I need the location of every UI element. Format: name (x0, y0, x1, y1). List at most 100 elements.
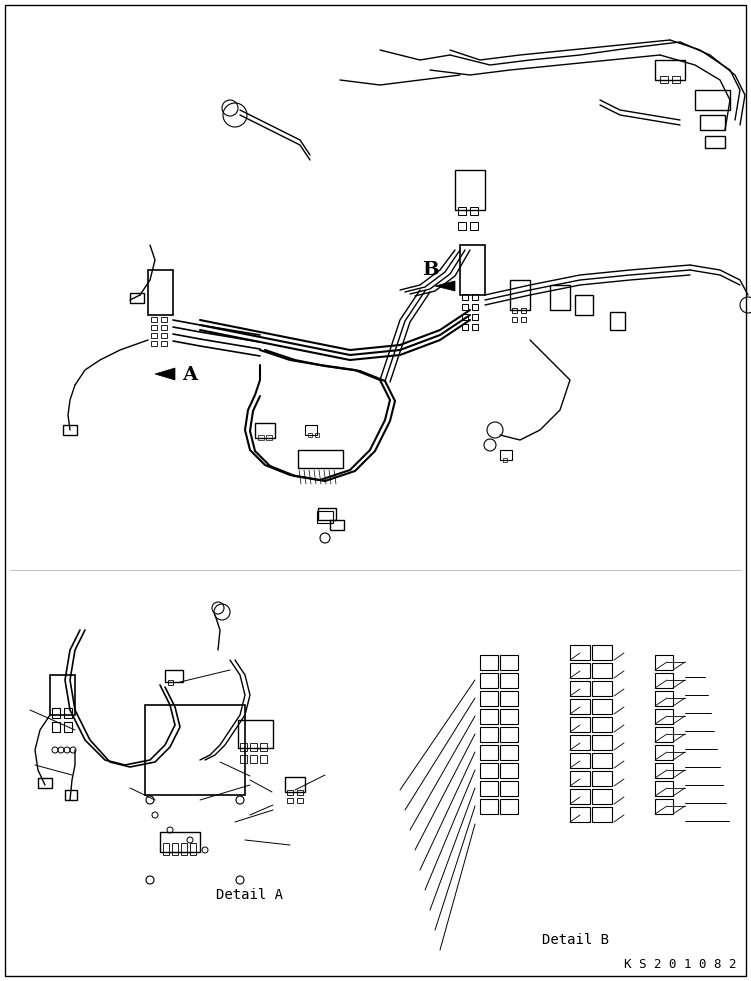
Bar (151, 317, 157, 322)
Bar (550, 285, 570, 310)
Bar (330, 520, 344, 530)
Bar (472, 304, 478, 310)
Bar (655, 727, 673, 742)
Bar (655, 781, 673, 796)
Bar (500, 781, 518, 796)
Bar (455, 170, 485, 210)
Bar (480, 727, 498, 742)
Bar (575, 295, 593, 315)
Bar (161, 333, 167, 338)
Bar (472, 294, 478, 300)
Bar (570, 717, 590, 732)
Bar (570, 789, 590, 804)
Bar (160, 832, 200, 852)
Bar (570, 663, 590, 678)
Bar (190, 843, 196, 855)
Bar (500, 655, 518, 670)
Bar (705, 136, 725, 148)
Bar (500, 450, 512, 460)
Bar (700, 115, 725, 130)
Bar (161, 325, 167, 330)
Bar (592, 771, 612, 786)
Bar (592, 789, 612, 804)
Bar (470, 222, 478, 230)
Bar (570, 753, 590, 768)
Bar (462, 294, 468, 300)
Bar (65, 790, 77, 800)
Bar (592, 645, 612, 660)
Bar (500, 691, 518, 706)
Bar (250, 755, 257, 763)
Bar (298, 450, 343, 468)
Bar (500, 763, 518, 778)
Bar (168, 680, 173, 685)
Bar (592, 807, 612, 822)
Bar (500, 673, 518, 688)
Bar (64, 708, 72, 718)
Bar (462, 314, 468, 320)
Bar (592, 717, 612, 732)
Bar (151, 325, 157, 330)
Bar (480, 763, 498, 778)
Bar (655, 745, 673, 760)
Bar (592, 663, 612, 678)
Bar (570, 807, 590, 822)
Bar (521, 317, 526, 322)
Bar (592, 699, 612, 714)
Bar (472, 324, 478, 330)
Bar (460, 245, 485, 295)
Bar (480, 673, 498, 688)
Bar (240, 743, 247, 751)
Bar (503, 458, 507, 462)
Bar (260, 755, 267, 763)
Bar (458, 222, 466, 230)
Bar (52, 708, 60, 718)
Bar (250, 743, 257, 751)
Bar (151, 341, 157, 346)
Bar (500, 709, 518, 724)
Bar (148, 270, 173, 315)
Bar (130, 293, 144, 303)
Polygon shape (435, 281, 455, 291)
Bar (655, 60, 685, 80)
Bar (512, 317, 517, 322)
Bar (458, 207, 466, 215)
Bar (500, 745, 518, 760)
Bar (500, 799, 518, 814)
Bar (660, 76, 668, 83)
Bar (255, 423, 275, 438)
Bar (63, 425, 77, 435)
Bar (297, 798, 303, 803)
Bar (655, 655, 673, 670)
Bar (462, 304, 468, 310)
Bar (462, 324, 468, 330)
Bar (480, 709, 498, 724)
Bar (610, 312, 625, 330)
Bar (655, 691, 673, 706)
Bar (512, 308, 517, 313)
Bar (318, 508, 336, 520)
Bar (285, 777, 305, 792)
Bar (592, 681, 612, 696)
Bar (655, 673, 673, 688)
Bar (266, 435, 272, 440)
Text: Detail B: Detail B (541, 933, 608, 947)
Bar (287, 790, 293, 795)
Bar (181, 843, 187, 855)
Bar (305, 425, 317, 435)
Text: Detail A: Detail A (216, 888, 283, 902)
Text: B: B (422, 261, 439, 279)
Bar (260, 743, 267, 751)
Bar (238, 720, 273, 748)
Bar (655, 763, 673, 778)
Bar (480, 781, 498, 796)
Bar (308, 433, 312, 437)
Bar (258, 435, 264, 440)
Text: K S 2 0 1 0 8 2: K S 2 0 1 0 8 2 (624, 958, 736, 971)
Bar (64, 722, 72, 732)
Bar (38, 778, 52, 788)
Bar (480, 655, 498, 670)
Bar (297, 790, 303, 795)
Bar (161, 341, 167, 346)
Bar (317, 511, 333, 523)
